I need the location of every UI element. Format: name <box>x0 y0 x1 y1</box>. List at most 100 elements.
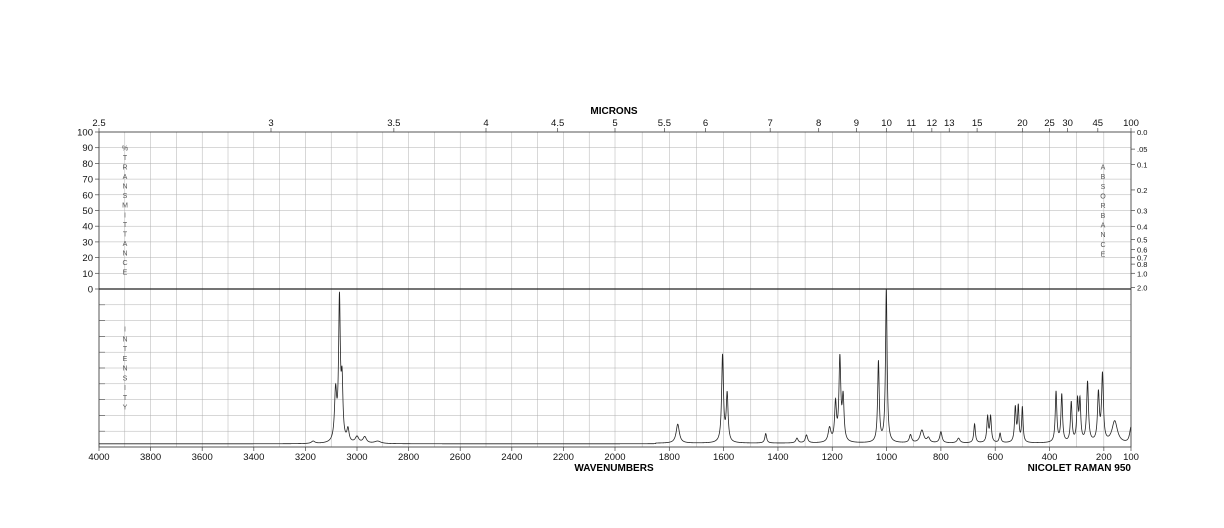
x-tick-label: 2400 <box>501 452 522 463</box>
absorbance-tick-label: 0.5 <box>1137 235 1147 244</box>
transmittance-letter: S <box>123 193 128 200</box>
absorbance-letter: O <box>1100 194 1106 201</box>
transmittance-letter: T <box>123 155 128 162</box>
micron-tick-label: 100 <box>1123 118 1139 129</box>
absorbance-tick-label: 0.0 <box>1137 128 1147 137</box>
micron-tick-label: 25 <box>1044 118 1055 129</box>
x-tick-label: 3800 <box>140 452 161 463</box>
micron-tick-label: 30 <box>1062 118 1073 129</box>
x-tick-label: 2000 <box>604 452 625 463</box>
x-tick-label: 2600 <box>450 452 471 463</box>
absorbance-letter: C <box>1100 242 1105 249</box>
x-tick-label: 100 <box>1123 452 1139 463</box>
x-tick-label: 2200 <box>553 452 574 463</box>
transmittance-letter: M <box>122 203 128 210</box>
absorbance-letter: E <box>1101 252 1106 259</box>
x-tick-label: 1400 <box>767 452 788 463</box>
micron-tick-label: 2.5 <box>92 118 105 129</box>
micron-tick-label: 5 <box>612 118 617 129</box>
micron-tick-label: 6 <box>703 118 708 129</box>
micron-tick-label: 45 <box>1093 118 1104 129</box>
absorbance-tick-label: 0.7 <box>1137 254 1147 263</box>
transmittance-tick-label: 70 <box>82 175 93 186</box>
micron-tick-label: 3.5 <box>387 118 400 129</box>
micron-tick-label: 15 <box>972 118 983 129</box>
absorbance-tick-label: 0.3 <box>1137 206 1147 215</box>
absorbance-tick-label: .05 <box>1137 145 1147 154</box>
plot-frame <box>95 128 1135 451</box>
absorbance-letter: B <box>1101 174 1106 181</box>
intensity-letter: I <box>124 385 126 392</box>
transmittance-letter: A <box>123 174 128 181</box>
x-tick-label: 1000 <box>876 452 897 463</box>
absorbance-letter: S <box>1101 184 1106 191</box>
micron-tick-label: 4 <box>483 118 488 129</box>
x-tick-label: 4000 <box>88 452 109 463</box>
x-tick-label: 3400 <box>243 452 264 463</box>
absorbance-letter: A <box>1101 223 1106 230</box>
micron-tick-label: 20 <box>1017 118 1028 129</box>
transmittance-tick-label: 40 <box>82 222 93 233</box>
transmittance-letter: I <box>124 212 126 219</box>
micron-tick-label: 9 <box>854 118 859 129</box>
x-tick-label: 400 <box>1042 452 1058 463</box>
absorbance-tick-label: 2.0 <box>1137 283 1147 292</box>
micron-tick-label: 11 <box>906 118 916 129</box>
intensity-letter: S <box>123 375 128 382</box>
intensity-letter: E <box>123 356 128 363</box>
x-tick-label: 800 <box>933 452 949 463</box>
micron-tick-label: 5.5 <box>658 118 671 129</box>
instrument-label: NICOLET RAMAN 950 <box>1028 463 1132 474</box>
intensity-letter: T <box>123 395 128 402</box>
transmittance-letter: E <box>123 270 128 277</box>
transmittance-tick-label: 60 <box>82 190 93 201</box>
transmittance-letter: T <box>123 222 128 229</box>
absorbance-letter: R <box>1100 203 1105 210</box>
transmittance-letter: N <box>122 250 127 257</box>
micron-tick-label: 3 <box>268 118 273 129</box>
x-tick-label: 3200 <box>295 452 316 463</box>
absorbance-letter: N <box>1100 232 1105 239</box>
absorbance-tick-label: 0.6 <box>1137 246 1147 255</box>
micron-tick-label: 13 <box>944 118 955 129</box>
intensity-letter: N <box>122 336 127 343</box>
micron-tick-label: 4.5 <box>551 118 564 129</box>
axis-labels: 4000 3800 3600 3400 3200 3000 2800 2600 2400 2200… <box>77 118 1147 463</box>
micron-tick-label: 10 <box>881 118 892 129</box>
x-tick-label: 3600 <box>192 452 213 463</box>
transmittance-tick-label: 30 <box>82 237 93 248</box>
transmittance-letter: T <box>123 231 128 238</box>
transmittance-tick-label: 90 <box>82 143 93 154</box>
transmittance-letter: N <box>122 184 127 191</box>
x-tick-label: 2800 <box>398 452 419 463</box>
micron-tick-label: 8 <box>816 118 821 129</box>
transmittance-tick-label: 20 <box>82 253 93 264</box>
absorbance-letter: A <box>1101 165 1106 172</box>
bottom-axis-title: WAVENUMBERS <box>574 463 654 474</box>
transmittance-letter: A <box>123 241 128 248</box>
intensity-letter: N <box>122 366 127 373</box>
x-tick-label: 1800 <box>659 452 680 463</box>
absorbance-letter: B <box>1101 213 1106 220</box>
transmittance-tick-label: 80 <box>82 159 93 170</box>
micron-tick-label: 12 <box>927 118 938 129</box>
x-tick-label: 1600 <box>713 452 734 463</box>
transmittance-letter: % <box>122 146 128 153</box>
intensity-letter: T <box>123 346 128 353</box>
x-tick-label: 1200 <box>822 452 843 463</box>
transmittance-tick-label: 100 <box>77 128 93 139</box>
absorbance-tick-label: 0.4 <box>1137 223 1147 232</box>
transmittance-tick-label: 10 <box>82 269 93 280</box>
transmittance-tick-label: 50 <box>82 206 93 217</box>
x-tick-label: 3000 <box>346 452 367 463</box>
transmittance-letter: C <box>122 260 127 267</box>
x-tick-label: 200 <box>1096 452 1112 463</box>
transmittance-letter: R <box>122 165 127 172</box>
spectrum-line <box>99 288 1132 445</box>
intensity-letter: Y <box>123 405 128 412</box>
x-tick-label: 600 <box>987 452 1003 463</box>
absorbance-tick-label: 0.2 <box>1137 186 1147 195</box>
transmittance-tick-label: 0 <box>88 285 93 296</box>
absorbance-tick-label: 0.8 <box>1137 260 1147 269</box>
